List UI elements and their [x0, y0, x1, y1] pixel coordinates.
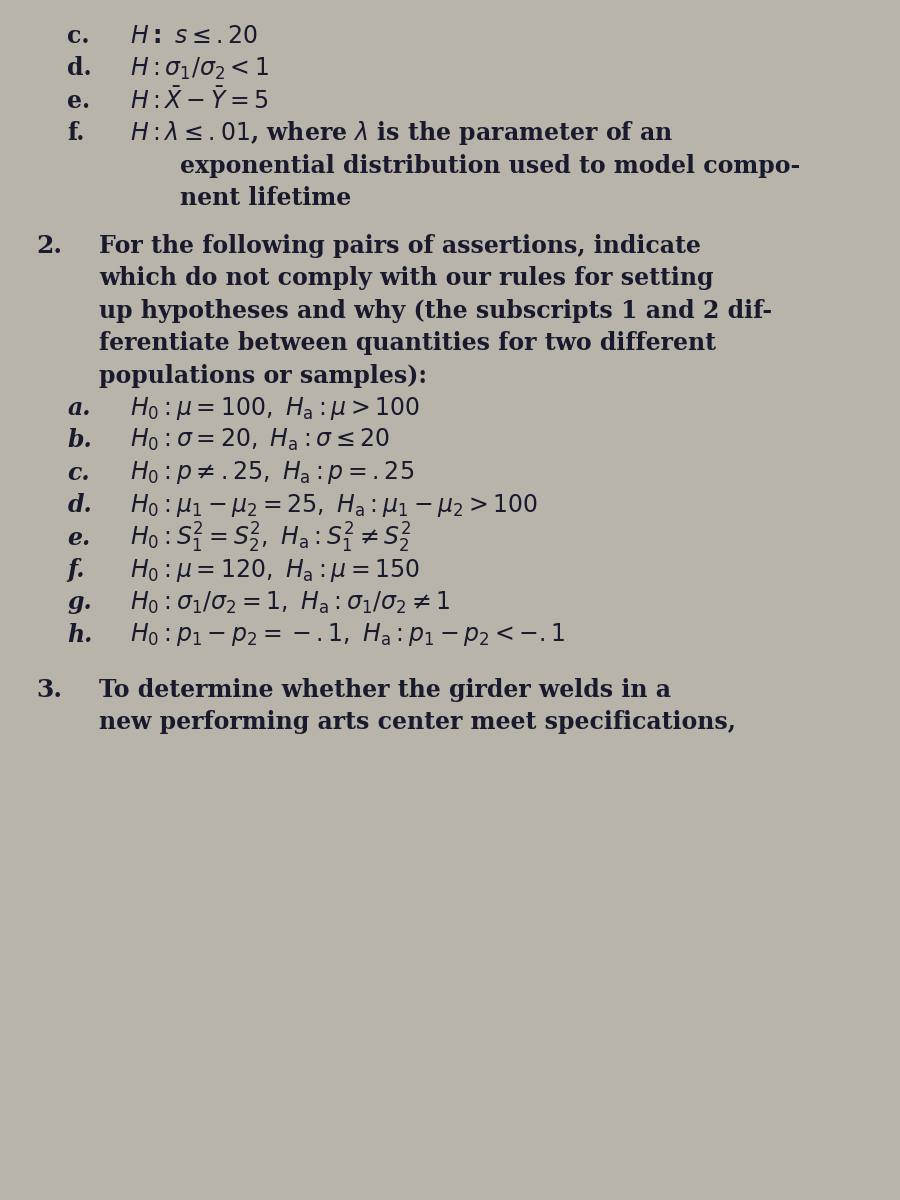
Text: $H_0: \sigma_1/\sigma_2 = 1,\ H_\mathrm{a}: \sigma_1/\sigma_2 \neq 1$: $H_0: \sigma_1/\sigma_2 = 1,\ H_\mathrm{… — [130, 589, 451, 616]
Text: f.: f. — [68, 558, 85, 582]
Text: $\mathbf{\mathit{H}}: \bar{X} - \bar{Y} = 5$: $\mathbf{\mathit{H}}: \bar{X} - \bar{Y} … — [130, 88, 269, 114]
Text: c.: c. — [68, 24, 90, 48]
Text: h.: h. — [68, 623, 93, 647]
Text: $H_0: p \neq .25,\ H_\mathrm{a}: p = .25$: $H_0: p \neq .25,\ H_\mathrm{a}: p = .25… — [130, 460, 415, 486]
Text: nent lifetime: nent lifetime — [180, 186, 351, 210]
Text: $H_0: p_1 - p_2 = -.1,\ H_\mathrm{a}: p_1 - p_2 < -.1$: $H_0: p_1 - p_2 = -.1,\ H_\mathrm{a}: p_… — [130, 622, 566, 648]
Text: $H_0: \mu = 100,\ H_\mathrm{a}: \mu > 100$: $H_0: \mu = 100,\ H_\mathrm{a}: \mu > 10… — [130, 395, 421, 421]
Text: e.: e. — [68, 89, 91, 113]
Text: $\mathbf{\mathit{H}}: \lambda \leq .01$, where $\lambda$ is the parameter of an: $\mathbf{\mathit{H}}: \lambda \leq .01$,… — [130, 119, 673, 148]
Text: populations or samples):: populations or samples): — [99, 364, 427, 388]
Text: exponential distribution used to model compo-: exponential distribution used to model c… — [180, 154, 800, 178]
Text: d.: d. — [68, 56, 92, 80]
Text: 2.: 2. — [36, 234, 62, 258]
Text: new performing arts center meet specifications,: new performing arts center meet specific… — [99, 710, 736, 734]
Text: To determine whether the girder welds in a: To determine whether the girder welds in… — [99, 678, 671, 702]
Text: b.: b. — [68, 428, 92, 452]
Text: $\mathbf{\mathit{H}}\mathbf{:}\ s \leq .20$: $\mathbf{\mathit{H}}\mathbf{:}\ s \leq .… — [130, 24, 258, 48]
Text: f.: f. — [68, 121, 85, 145]
Text: 3.: 3. — [36, 678, 62, 702]
Text: $H_0: \mu_1 - \mu_2 = 25,\ H_\mathrm{a}: \mu_1 - \mu_2 > 100$: $H_0: \mu_1 - \mu_2 = 25,\ H_\mathrm{a}:… — [130, 492, 539, 518]
Text: d.: d. — [68, 493, 92, 517]
Text: e.: e. — [68, 526, 91, 550]
Text: ferentiate between quantities for two different: ferentiate between quantities for two di… — [99, 331, 716, 355]
Text: c.: c. — [68, 461, 90, 485]
Text: which do not comply with our rules for setting: which do not comply with our rules for s… — [99, 266, 714, 290]
Text: For the following pairs of assertions, indicate: For the following pairs of assertions, i… — [99, 234, 701, 258]
Text: $H_0: S_1^2 = S_2^2,\ H_\mathrm{a}: S_1^2 \neq S_2^2$: $H_0: S_1^2 = S_2^2,\ H_\mathrm{a}: S_1^… — [130, 521, 411, 554]
Text: $H_0: \mu = 120,\ H_\mathrm{a}: \mu = 150$: $H_0: \mu = 120,\ H_\mathrm{a}: \mu = 15… — [130, 557, 421, 583]
Text: a.: a. — [68, 396, 91, 420]
Text: $H_0: \sigma = 20,\ H_\mathrm{a}: \sigma \leq 20$: $H_0: \sigma = 20,\ H_\mathrm{a}: \sigma… — [130, 427, 391, 454]
Text: g.: g. — [68, 590, 92, 614]
Text: $\mathbf{\mathit{H}}: \sigma_1/\sigma_2 < 1$: $\mathbf{\mathit{H}}: \sigma_1/\sigma_2 … — [130, 55, 269, 82]
Text: up hypotheses and why (the subscripts 1 and 2 dif-: up hypotheses and why (the subscripts 1 … — [99, 299, 772, 323]
